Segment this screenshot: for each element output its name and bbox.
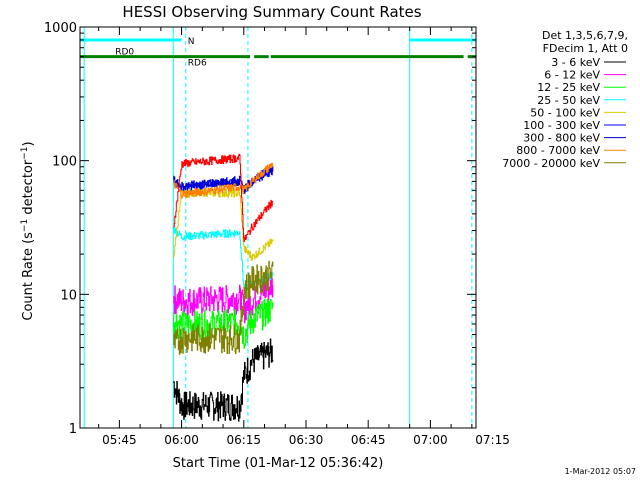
legend-header-1: FDecim 1, Att 0 (543, 42, 628, 55)
series-line-1 (173, 277, 274, 324)
flag-label-rd0: RD0 (115, 48, 134, 58)
series-line-8 (173, 260, 274, 355)
flag-label-rd6: RD6 (188, 59, 207, 69)
axes: 1 10 100 1000 05:45 06:00 06:15 06:30 06:45 07:00… (44, 21, 510, 447)
y-tick-label-2: 100 (52, 155, 77, 170)
legend-label-5: 100 - 300 keV (523, 119, 600, 132)
plot-area: N RD0 RD6 (80, 27, 476, 428)
legend-label-4: 50 - 100 keV (530, 106, 600, 119)
y-tick-label-0: 1 (69, 422, 77, 437)
flag-label-n: N (188, 37, 195, 47)
y-tick-label-1: 10 (60, 288, 77, 303)
x-tick-label-5: 07:00 (413, 433, 448, 447)
legend: Det 1,3,5,6,7,9,FDecim 1, Att 03 - 6 keV… (502, 29, 628, 170)
legend-label-0: 3 - 6 keV (551, 56, 600, 69)
x-tick-label-6: 07:15 (475, 433, 510, 447)
x-tick-label-4: 06:45 (351, 433, 386, 447)
y-axis-label: Count Rate (s−1 detector−1) (20, 141, 36, 320)
plot-frame (79, 26, 477, 429)
series-line-4 (173, 188, 274, 261)
legend-label-1: 6 - 12 keV (544, 69, 600, 82)
chart-title: HESSI Observing Summary Count Rates (122, 3, 421, 21)
legend-label-2: 12 - 25 keV (537, 81, 600, 94)
x-tick-label-3: 06:30 (289, 433, 324, 447)
legend-label-6: 300 - 800 keV (523, 132, 600, 145)
legend-label-8: 7000 - 20000 keV (502, 157, 600, 170)
y-tick-label-3: 1000 (44, 21, 77, 36)
x-tick-label-2: 06:15 (226, 433, 261, 447)
series-line-0 (173, 338, 274, 422)
legend-label-3: 25 - 50 keV (537, 94, 600, 107)
series-line-red (173, 153, 274, 242)
x-tick-label-0: 05:45 (102, 433, 137, 447)
x-tick-label-1: 06:00 (164, 433, 199, 447)
x-axis-label: Start Time (01-Mar-12 05:36:42) (173, 456, 384, 471)
timestamp: 1-Mar-2012 05:07 (565, 467, 636, 476)
legend-label-7: 800 - 7000 keV (516, 144, 600, 157)
series-line-7 (173, 162, 274, 199)
legend-header-0: Det 1,3,5,6,7,9, (542, 29, 628, 42)
